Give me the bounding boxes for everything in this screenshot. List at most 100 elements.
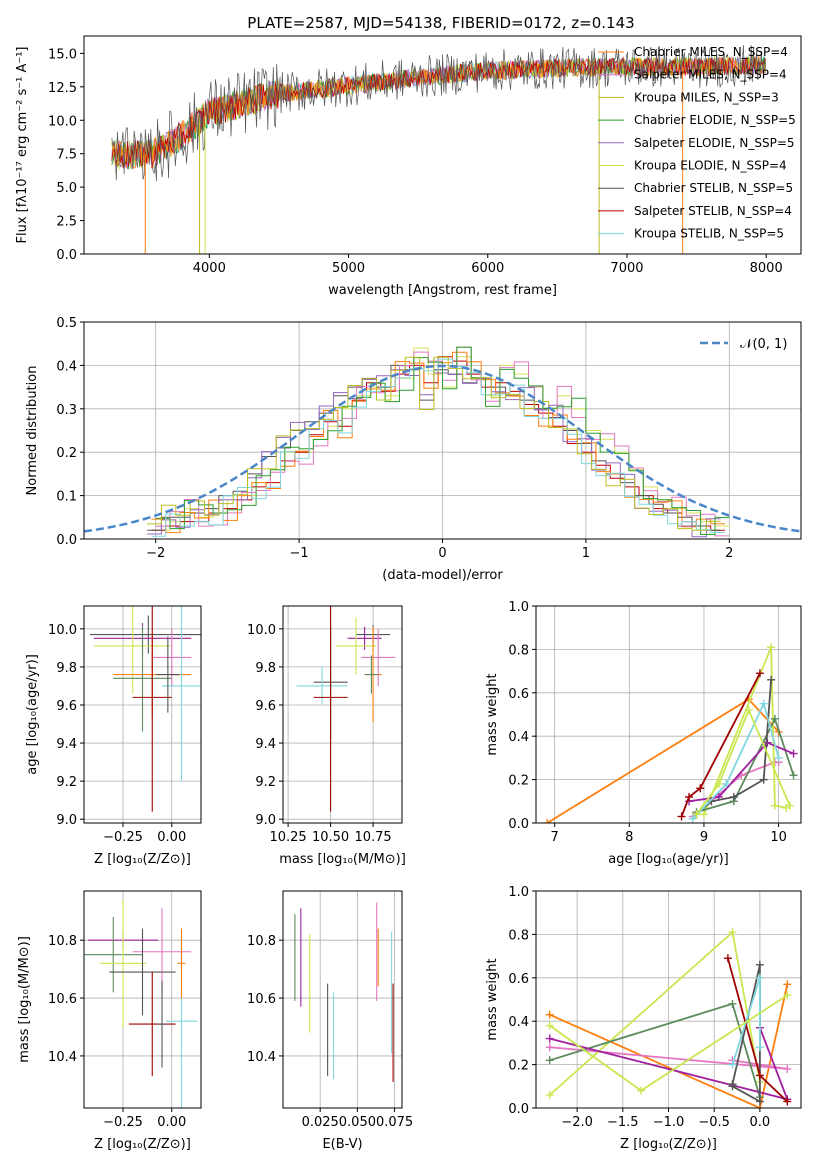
panel-residuals: −2 −1 0 1 2 0.0 0.1 0.2 0.3 0.4 0.5 (data-model)/er…	[25, 316, 802, 583]
y-tick-label: 9.6	[56, 699, 77, 714]
x-axis-label: Z [log₁₀(Z/Z⊙)]	[94, 852, 191, 867]
y-axis-label: Normed distribution	[25, 366, 40, 496]
plus-marker	[543, 819, 552, 823]
x-tick-label: 8000	[750, 261, 783, 276]
errorbar-point	[128, 972, 176, 1077]
y-axis-label: age [log₁₀(age/yr)]	[25, 654, 40, 775]
plus-marker	[714, 779, 723, 788]
plus-marker	[770, 801, 779, 810]
plus-marker	[759, 775, 768, 784]
legend-label: Chabrier STELIB, N_SSP=5	[634, 181, 793, 195]
plus-marker	[755, 669, 764, 678]
chart-panels: 4000 5000 6000 7000 80000.02.55.07.510.012.5…	[15, 35, 802, 1152]
massweight-line	[680, 672, 761, 817]
plot-area	[545, 928, 792, 1108]
x-tick-label: −1	[290, 546, 309, 561]
x-axis-label: mass [log₁₀(M/M⊙)]	[279, 852, 406, 867]
y-tick-label: 0.0	[508, 817, 529, 832]
panel-massweight-vs-Z: −2.0 −1.5 −1.0 −0.5 0.0 0.0 0.2 0.4 0.6 0.8 1.0 Z […	[485, 885, 802, 1152]
panel-mass-vs-Z: −0.25 0.00 10.4 10.6 10.8 Z [log₁₀(Z/Z⊙)] mass…	[17, 890, 202, 1152]
x-axis-label: Z [log₁₀(Z/Z⊙)]	[94, 1137, 191, 1152]
y-tick-label: 10.4	[247, 1050, 276, 1065]
x-tick-label: −1.5	[607, 1115, 639, 1130]
plus-marker	[759, 699, 768, 708]
errorbar-point	[152, 628, 192, 686]
plus-marker	[729, 792, 738, 801]
plus-marker	[755, 973, 764, 982]
x-tick-label: 6000	[471, 261, 504, 276]
errorbar-point	[162, 606, 201, 782]
errorbar-point	[364, 655, 379, 694]
plus-marker	[728, 1060, 737, 1069]
x-tick-label: 0.075	[376, 1115, 413, 1130]
plus-marker	[755, 1071, 764, 1080]
panel-mass-vs-EBV: 0.025 0.050 0.075 10.4 10.6 10.8 E(B-V)	[247, 890, 413, 1152]
y-tick-label: 0.3	[56, 403, 77, 418]
y-tick-label: 0.2	[508, 1059, 529, 1074]
x-tick-label: 7	[551, 830, 559, 845]
x-axis-label: age [log₁₀(age/yr)]	[608, 852, 729, 867]
plus-marker	[699, 810, 708, 819]
plus-marker	[688, 814, 697, 823]
x-tick-label: 0.00	[157, 830, 186, 845]
histogram-series	[151, 351, 725, 534]
x-tick-label: 7000	[610, 261, 643, 276]
massweight-line	[696, 716, 795, 813]
plus-marker	[770, 714, 779, 723]
panel-age-vs-mass: 10.25 10.50 10.75 9.0 9.2 9.4 9.6 9.8 10.0 mass […	[247, 605, 406, 867]
legend-label: Kroupa STELIB, N_SSP=5	[634, 227, 784, 241]
plus-marker	[785, 801, 794, 810]
y-tick-label: 0.4	[508, 1015, 529, 1030]
axes-frame	[83, 605, 202, 824]
x-tick-label: −2	[146, 546, 165, 561]
y-tick-label: 0.0	[508, 1102, 529, 1117]
y-tick-label: 9.2	[56, 775, 77, 790]
axes-frame	[282, 890, 403, 1109]
y-tick-label: 0.6	[508, 972, 529, 987]
y-tick-label: 10.6	[48, 992, 77, 1007]
plus-marker	[783, 1064, 792, 1073]
plus-marker	[767, 675, 776, 684]
plot-area	[84, 899, 198, 1108]
x-tick-label: −2.0	[561, 1115, 593, 1130]
spectrum-line	[111, 44, 766, 182]
x-tick-label: −0.25	[103, 830, 143, 845]
gridlines	[536, 605, 801, 824]
errorbar-point	[177, 928, 186, 999]
gridlines	[84, 321, 801, 540]
legend-label: Kroupa ELODIE, N_SSP=4	[634, 159, 787, 173]
plus-marker	[692, 810, 701, 819]
x-tick-label: 10	[770, 830, 787, 845]
x-tick-label: −1.0	[653, 1115, 685, 1130]
x-tick-label: −0.25	[103, 1115, 143, 1130]
y-tick-label: 1.0	[508, 885, 529, 900]
histogram-series	[147, 356, 721, 531]
massweight-line	[695, 707, 791, 815]
errorbar-point	[361, 628, 396, 686]
y-tick-label: 9.6	[255, 699, 276, 714]
panel-age-vs-Z: −0.25 0.00 9.0 9.2 9.4 9.6 9.8 10.0 Z [log₁₀(Z/Z…	[25, 605, 202, 867]
plus-marker	[545, 1043, 554, 1052]
y-tick-label: 0.4	[508, 730, 529, 745]
plus-marker	[728, 999, 737, 1008]
plus-marker	[677, 812, 686, 821]
y-axis-label: mass weight	[485, 673, 500, 755]
plus-marker	[767, 643, 776, 652]
legend: Chabrier MILES, N_SSP=4 Salpeter MILES, N…	[598, 45, 796, 241]
x-tick-label: 0.0	[750, 1115, 771, 1130]
y-tick-label: 0.4	[56, 359, 77, 374]
plus-marker	[755, 1097, 764, 1106]
legend-label: Salpeter MILES, N_SSP=4	[634, 68, 787, 82]
panel-massweight-vs-age: 7 8 9 10 0.0 0.2 0.4 0.6 0.8 1.0 age [log₁₀(age/yr…	[485, 600, 802, 867]
x-tick-label: 8	[625, 830, 633, 845]
y-tick-label: 10.0	[48, 114, 77, 129]
x-tick-label: 9	[700, 830, 708, 845]
y-tick-label: 10.8	[48, 934, 77, 949]
x-axis-label: (data-model)/error	[382, 568, 503, 583]
plot-area	[294, 902, 394, 1082]
y-tick-label: 0.0	[56, 533, 77, 548]
x-tick-label: 5000	[332, 261, 365, 276]
legend-label: 𝒩(0, 1)	[740, 337, 787, 352]
errorbar-point	[296, 666, 348, 705]
axes-frame	[282, 605, 403, 824]
